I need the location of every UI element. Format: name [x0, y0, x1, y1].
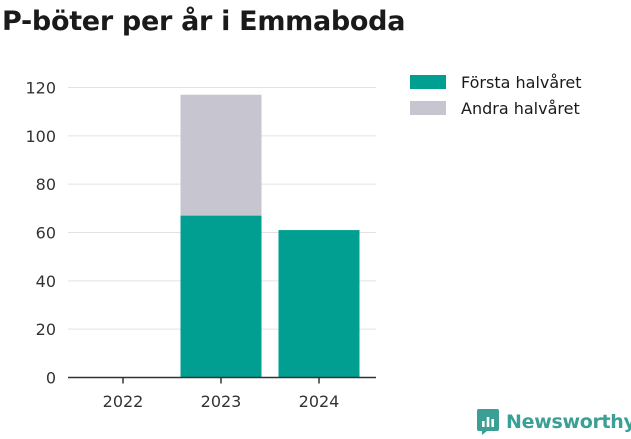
y-tick-label-40: 40 — [36, 272, 56, 291]
y-tick-label-20: 20 — [36, 320, 56, 339]
x-ticks — [122, 377, 320, 384]
x-tick-labels: 2022 2023 2024 — [103, 392, 340, 411]
x-tick-label-2024: 2024 — [299, 392, 340, 411]
legend-item-andra-halvaret: Andra halvåret — [410, 96, 582, 120]
bar-2023-andra-halvaret — [180, 94, 262, 216]
legend-swatch-andra-halvaret — [410, 101, 446, 115]
x-tick-label-2022: 2022 — [103, 392, 144, 411]
brand-name: Newsworthy — [506, 411, 631, 433]
y-tick-label-60: 60 — [36, 224, 56, 243]
y-tick-label-100: 100 — [25, 127, 56, 146]
legend-label-forsta-halvaret: Första halvåret — [461, 72, 582, 92]
y-tick-label-120: 120 — [25, 79, 56, 98]
newsworthy-logo: Newsworthy — [476, 408, 631, 436]
legend: Första halvåret Andra halvåret — [410, 70, 582, 122]
bar-2024-forsta-halvaret — [278, 230, 360, 378]
bar-2023-forsta-halvaret — [180, 215, 262, 378]
legend-swatch-forsta-halvaret — [410, 75, 446, 89]
legend-label-andra-halvaret: Andra halvåret — [461, 98, 580, 118]
y-tick-labels: 0 20 40 60 80 100 120 — [25, 79, 56, 388]
y-tick-label-0: 0 — [46, 369, 56, 388]
y-tick-label-80: 80 — [36, 175, 56, 194]
x-tick-label-2023: 2023 — [201, 392, 242, 411]
chart-title: P-böter per år i Emmaboda — [2, 6, 406, 37]
newsworthy-logo-icon — [477, 409, 499, 435]
bars — [180, 94, 360, 378]
legend-item-forsta-halvaret: Första halvåret — [410, 70, 582, 94]
